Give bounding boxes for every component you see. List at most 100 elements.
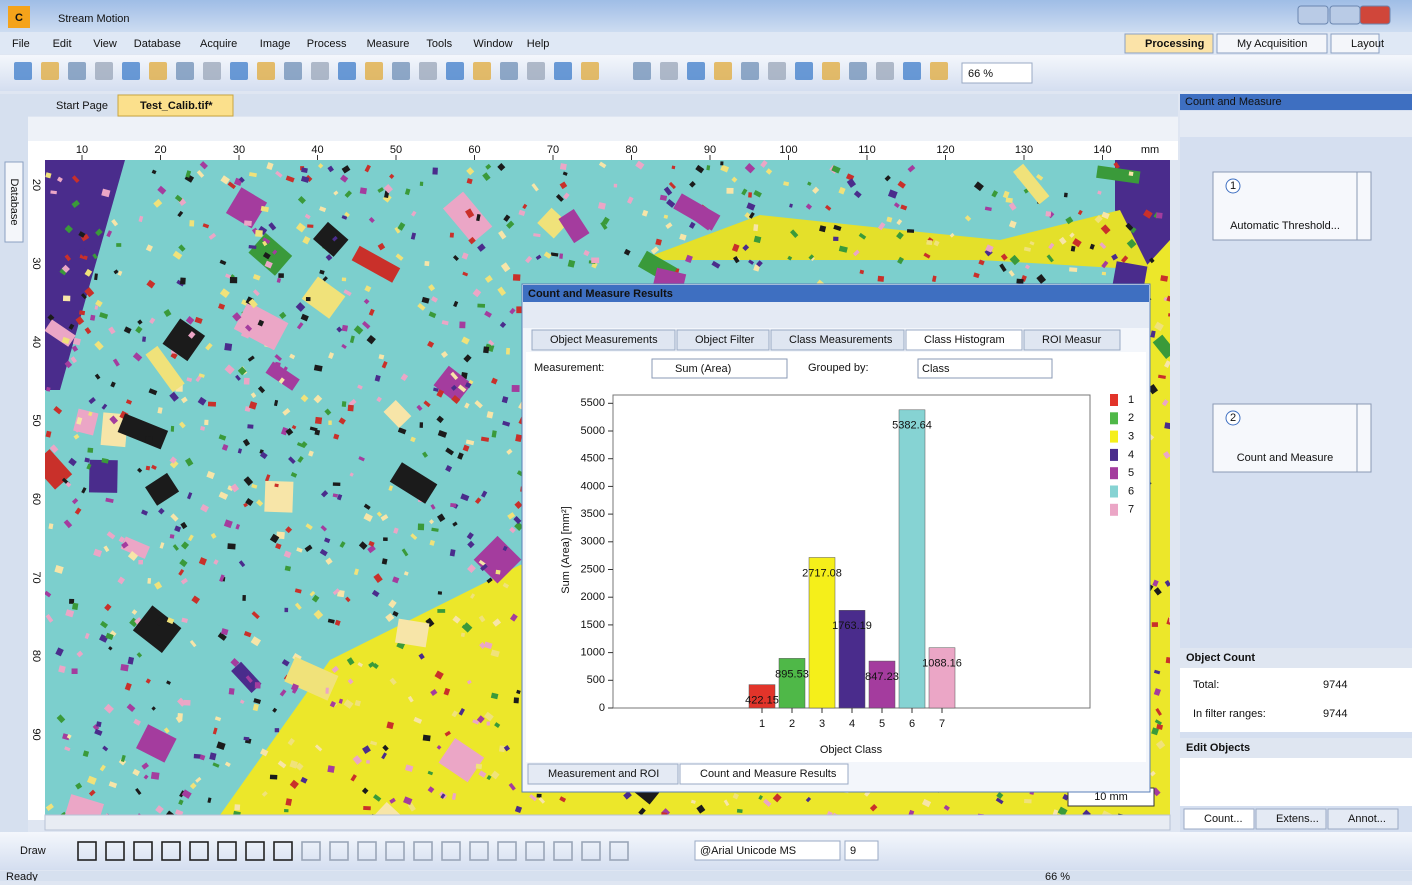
- toolbar-icon[interactable]: [122, 62, 140, 80]
- draw-tool-icon[interactable]: [413, 841, 433, 861]
- step-dropdown[interactable]: [1356, 403, 1372, 473]
- workspace-tab[interactable]: [1330, 33, 1380, 54]
- panel-bottom-tab[interactable]: [1183, 808, 1255, 830]
- toolbar-icon[interactable]: [849, 62, 867, 80]
- image-grain: [172, 250, 183, 260]
- results-tab[interactable]: [531, 329, 676, 351]
- toolbar-icon[interactable]: [633, 62, 651, 80]
- toolbar-icon[interactable]: [768, 62, 786, 80]
- panel-bottom-tab[interactable]: [1327, 808, 1399, 830]
- document-tab[interactable]: Start Page: [56, 100, 108, 112]
- menu-item[interactable]: Help: [527, 38, 550, 50]
- draw-tool-icon[interactable]: [217, 841, 237, 861]
- draw-tool-icon[interactable]: [161, 841, 181, 861]
- menu-item[interactable]: View: [93, 38, 117, 50]
- grouped-by-combo[interactable]: [917, 358, 1053, 379]
- menu-item[interactable]: File: [12, 38, 30, 50]
- menu-item[interactable]: Image: [260, 38, 291, 50]
- results-tab[interactable]: [770, 329, 905, 351]
- draw-tool-icon[interactable]: [329, 841, 349, 861]
- draw-tool-icon[interactable]: [245, 841, 265, 861]
- toolbar-icon[interactable]: [581, 62, 599, 80]
- document-tab[interactable]: Test_Calib.tif*: [140, 100, 213, 112]
- toolbar-icon[interactable]: [554, 62, 572, 80]
- window-button[interactable]: [1297, 5, 1329, 25]
- image-grain: [316, 288, 323, 294]
- draw-tool-icon[interactable]: [525, 841, 545, 861]
- image-grain: [99, 312, 109, 320]
- image-grain: [314, 744, 323, 752]
- results-tab[interactable]: [905, 329, 1023, 351]
- toolbar-icon[interactable]: [257, 62, 275, 80]
- toolbar-icon[interactable]: [338, 62, 356, 80]
- toolbar-icon[interactable]: [230, 62, 248, 80]
- draw-tool-icon[interactable]: [189, 841, 209, 861]
- toolbar-icon[interactable]: [930, 62, 948, 80]
- toolbar-icon[interactable]: [176, 62, 194, 80]
- menu-item[interactable]: Window: [473, 38, 512, 50]
- toolbar-icon[interactable]: [822, 62, 840, 80]
- window-button[interactable]: [1329, 5, 1361, 25]
- draw-tool-icon[interactable]: [105, 841, 125, 861]
- toolbar-icon[interactable]: [68, 62, 86, 80]
- zoom-box[interactable]: [961, 62, 1033, 84]
- results-bottom-tab[interactable]: [679, 763, 849, 785]
- draw-button[interactable]: Draw: [20, 845, 46, 857]
- menu-item[interactable]: Database: [134, 38, 181, 50]
- toolbar-icon[interactable]: [660, 62, 678, 80]
- toolbar-icon[interactable]: [687, 62, 705, 80]
- image-grain: [284, 607, 289, 613]
- toolbar-icon[interactable]: [14, 62, 32, 80]
- image-grain: [338, 417, 346, 425]
- draw-tool-icon[interactable]: [273, 841, 293, 861]
- menu-item[interactable]: Edit: [53, 38, 72, 50]
- draw-tool-icon[interactable]: [133, 841, 153, 861]
- draw-tool-icon[interactable]: [385, 841, 405, 861]
- draw-tool-icon[interactable]: [441, 841, 461, 861]
- menu-item[interactable]: Acquire: [200, 38, 237, 50]
- toolbar-icon[interactable]: [876, 62, 894, 80]
- draw-tool-icon[interactable]: [553, 841, 573, 861]
- toolbar-icon[interactable]: [149, 62, 167, 80]
- toolbar-icon[interactable]: [741, 62, 759, 80]
- toolbar-icon[interactable]: [903, 62, 921, 80]
- toolbar-icon[interactable]: [446, 62, 464, 80]
- workspace-tab[interactable]: [1124, 33, 1214, 54]
- toolbar-icon[interactable]: [714, 62, 732, 80]
- results-bottom-tab[interactable]: [527, 763, 679, 785]
- toolbar-icon[interactable]: [95, 62, 113, 80]
- workspace-tab[interactable]: [1216, 33, 1328, 54]
- toolbar-icon[interactable]: [392, 62, 410, 80]
- toolbar-icon[interactable]: [365, 62, 383, 80]
- toolbar-icon[interactable]: [473, 62, 491, 80]
- results-tab[interactable]: [676, 329, 770, 351]
- window-button[interactable]: [1359, 5, 1391, 25]
- toolbar-icon[interactable]: [203, 62, 221, 80]
- measurement-combo[interactable]: [651, 358, 788, 379]
- draw-tool-icon[interactable]: [301, 841, 321, 861]
- toolbar-icon[interactable]: [311, 62, 329, 80]
- size-combo[interactable]: [844, 840, 879, 861]
- menu-item[interactable]: Process: [307, 38, 347, 50]
- toolbar-icon[interactable]: [500, 62, 518, 80]
- image-grain: [181, 617, 188, 623]
- toolbar-icon[interactable]: [795, 62, 813, 80]
- toolbar-icon[interactable]: [284, 62, 302, 80]
- draw-tool-icon[interactable]: [77, 841, 97, 861]
- draw-tool-icon[interactable]: [497, 841, 517, 861]
- toolbar-icon[interactable]: [419, 62, 437, 80]
- image-grain: [210, 532, 217, 539]
- toolbar-icon[interactable]: [41, 62, 59, 80]
- draw-tool-icon[interactable]: [609, 841, 629, 861]
- side-tab[interactable]: [4, 161, 24, 243]
- panel-bottom-tab[interactable]: [1255, 808, 1327, 830]
- toolbar-icon[interactable]: [527, 62, 545, 80]
- results-tab[interactable]: [1023, 329, 1121, 351]
- menu-item[interactable]: Measure: [367, 38, 410, 50]
- font-combo[interactable]: [694, 840, 841, 861]
- step-dropdown[interactable]: [1356, 171, 1372, 241]
- draw-tool-icon[interactable]: [469, 841, 489, 861]
- menu-item[interactable]: Tools: [426, 38, 452, 50]
- draw-tool-icon[interactable]: [357, 841, 377, 861]
- draw-tool-icon[interactable]: [581, 841, 601, 861]
